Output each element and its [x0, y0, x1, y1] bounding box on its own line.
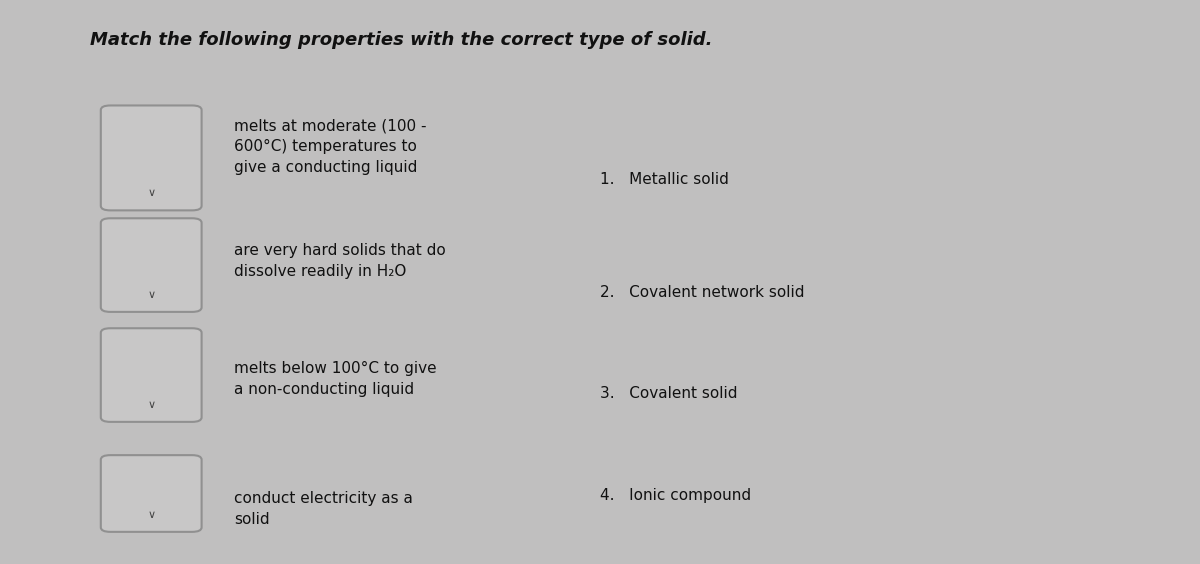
FancyBboxPatch shape: [101, 218, 202, 312]
Text: melts at moderate (100 -
600°C) temperatures to
give a conducting liquid: melts at moderate (100 - 600°C) temperat…: [234, 118, 426, 175]
Text: 3.   Covalent solid: 3. Covalent solid: [600, 386, 738, 402]
Text: conduct electricity as a
solid: conduct electricity as a solid: [234, 491, 413, 527]
Text: ∨: ∨: [148, 510, 155, 520]
Text: 2.   Covalent network solid: 2. Covalent network solid: [600, 285, 804, 300]
Text: 1.   Metallic solid: 1. Metallic solid: [600, 172, 728, 187]
Text: ∨: ∨: [148, 188, 155, 199]
FancyBboxPatch shape: [101, 105, 202, 210]
Text: ∨: ∨: [148, 400, 155, 410]
Text: Match the following properties with the correct type of solid.: Match the following properties with the …: [90, 31, 713, 49]
Text: are very hard solids that do
dissolve readily in H₂O: are very hard solids that do dissolve re…: [234, 243, 445, 279]
Text: ∨: ∨: [148, 290, 155, 300]
Text: 4.   Ionic compound: 4. Ionic compound: [600, 488, 751, 503]
Text: melts below 100°C to give
a non-conducting liquid: melts below 100°C to give a non-conducti…: [234, 361, 437, 397]
FancyBboxPatch shape: [101, 328, 202, 422]
FancyBboxPatch shape: [101, 455, 202, 532]
